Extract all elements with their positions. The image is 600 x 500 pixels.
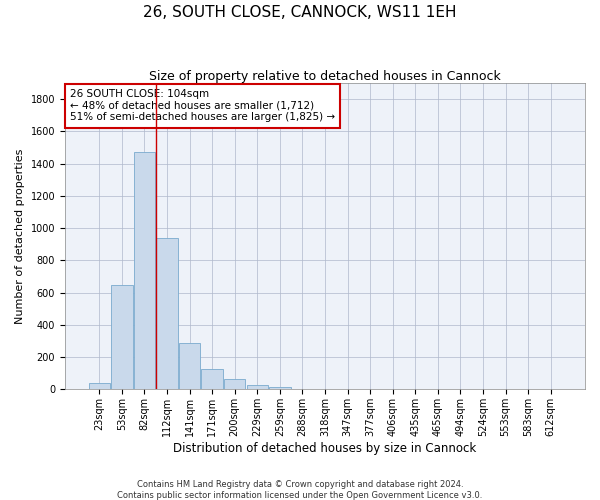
Bar xyxy=(202,370,223,390)
Bar xyxy=(156,238,178,390)
Bar xyxy=(247,386,268,390)
Bar xyxy=(134,152,155,390)
Text: Contains HM Land Registry data © Crown copyright and database right 2024.
Contai: Contains HM Land Registry data © Crown c… xyxy=(118,480,482,500)
Bar xyxy=(269,387,290,390)
Bar xyxy=(179,342,200,390)
Text: 26, SOUTH CLOSE, CANNOCK, WS11 1EH: 26, SOUTH CLOSE, CANNOCK, WS11 1EH xyxy=(143,5,457,20)
Bar xyxy=(224,379,245,390)
Y-axis label: Number of detached properties: Number of detached properties xyxy=(15,148,25,324)
Bar xyxy=(111,284,133,390)
Bar xyxy=(89,383,110,390)
X-axis label: Distribution of detached houses by size in Cannock: Distribution of detached houses by size … xyxy=(173,442,476,455)
Title: Size of property relative to detached houses in Cannock: Size of property relative to detached ho… xyxy=(149,70,501,83)
Text: 26 SOUTH CLOSE: 104sqm
← 48% of detached houses are smaller (1,712)
51% of semi-: 26 SOUTH CLOSE: 104sqm ← 48% of detached… xyxy=(70,89,335,122)
